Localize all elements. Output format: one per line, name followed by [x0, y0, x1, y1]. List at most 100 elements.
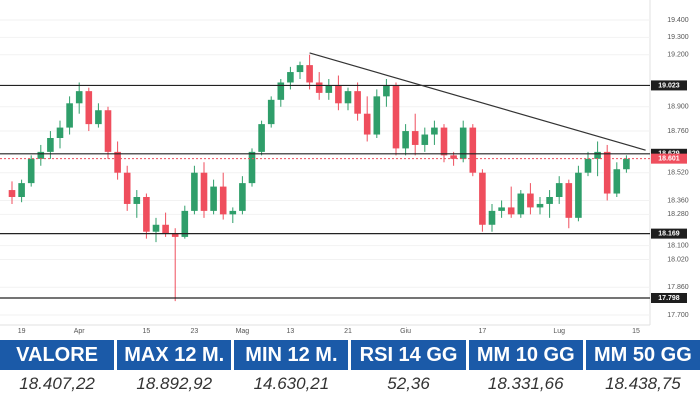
candle-body [565, 183, 573, 218]
x-tick-label: 13 [287, 328, 295, 335]
candle-body [392, 85, 400, 149]
x-tick-label: Lug [553, 328, 565, 335]
candle-body [527, 193, 534, 208]
candle-body [18, 183, 25, 197]
candle-body [239, 183, 246, 211]
table-value: 14.630,21 [253, 374, 330, 393]
y-tick-label: 19.400 [667, 17, 689, 24]
y-tick-label: 18.280 [667, 211, 689, 218]
candle-body [258, 124, 265, 152]
x-tick-label: 17 [479, 328, 487, 335]
candle-body [162, 224, 169, 234]
table-header: RSI 14 GG [351, 340, 466, 370]
table-header: MIN 12 M. [234, 340, 349, 370]
candle-body [546, 197, 553, 204]
candle-body [229, 210, 237, 215]
candle-body [8, 190, 16, 197]
candle-body [219, 186, 227, 215]
candle-body [354, 91, 361, 114]
level-label: 17.798 [658, 295, 680, 302]
candle-body [200, 172, 208, 211]
candle-body [56, 127, 64, 138]
candle-body [373, 96, 381, 135]
table-value: 18.331,66 [487, 374, 564, 393]
candle-body [479, 172, 486, 225]
candle-body [363, 113, 371, 135]
y-tick-label: 17.700 [667, 312, 689, 319]
candle-body [498, 207, 505, 211]
candle-body [431, 127, 438, 135]
x-tick-label: 19 [18, 328, 26, 335]
candle-body [306, 65, 313, 83]
candle-body [181, 210, 189, 237]
candle-body [517, 193, 525, 215]
y-tick-label: 18.760 [667, 128, 689, 135]
y-tick-label: 18.900 [667, 104, 689, 111]
candle-body [104, 110, 112, 152]
level-label-box [651, 80, 687, 91]
candle-body [27, 158, 35, 184]
last-price-label: 18.601 [658, 155, 680, 162]
candle-body [325, 85, 333, 93]
y-tick-label: 18.360 [667, 197, 689, 204]
y-tick-label: 18.100 [667, 242, 689, 249]
candle-body [287, 72, 294, 83]
level-label-box [651, 292, 687, 303]
candle-body [555, 183, 563, 197]
candle-body [421, 134, 429, 145]
candle-body [143, 197, 150, 232]
x-tick-label: 15 [143, 328, 151, 335]
candle-body [210, 186, 217, 211]
candle-body [459, 127, 467, 159]
candle-body [335, 85, 342, 104]
table-header: MM 10 GG [468, 340, 583, 370]
candle-body [171, 233, 179, 237]
candle-body [133, 197, 141, 204]
candle-body [315, 82, 323, 93]
candle-body [536, 203, 544, 208]
y-tick-label: 19.200 [667, 52, 689, 59]
candle-body [450, 155, 457, 159]
candle-body [411, 131, 419, 145]
candle-body [114, 151, 121, 173]
candle-body [85, 91, 93, 125]
candle-body [75, 91, 83, 104]
candle-body [603, 151, 611, 194]
candle-body [37, 151, 45, 159]
candle-body [277, 82, 285, 100]
candle-body [613, 169, 621, 194]
candle-body [383, 85, 390, 97]
table-value: 18.407,22 [19, 374, 95, 393]
candle-body [152, 224, 160, 232]
level-label-box [651, 228, 687, 239]
x-tick-label: 15 [632, 328, 640, 335]
candle-body [296, 65, 304, 73]
candle-body [123, 172, 131, 204]
candle-body [191, 172, 198, 211]
table-header: VALORE [0, 340, 115, 370]
candle-body [594, 151, 601, 159]
candle-body [344, 91, 352, 104]
table-value: 18.892,92 [136, 374, 213, 393]
candle-body [469, 127, 477, 173]
trend-line [309, 52, 646, 151]
level-label: 19.023 [658, 82, 680, 89]
y-tick-label: 19.300 [667, 34, 689, 41]
candle-body [440, 127, 448, 156]
x-tick-label: Mag [236, 328, 250, 335]
table-value: 52,36 [387, 374, 430, 393]
x-tick-label: 23 [191, 328, 199, 335]
y-tick-label: 18.020 [667, 256, 689, 263]
stats-table: VALORE MAX 12 M. MIN 12 M. RSI 14 GG MM 10 G… [0, 340, 700, 398]
candle-body [488, 210, 496, 225]
level-label: 18.169 [658, 230, 680, 237]
candle-body [623, 158, 630, 170]
x-tick-label: 21 [344, 328, 352, 335]
chart: 17.700 17.860 18.020 18.100 18.280 18.360 18.5… [0, 0, 689, 335]
candle-body [66, 103, 73, 128]
last-price-box [651, 153, 687, 164]
x-tick-label: Giu [400, 328, 411, 335]
candle-body [248, 151, 256, 184]
candle-body [267, 99, 275, 125]
